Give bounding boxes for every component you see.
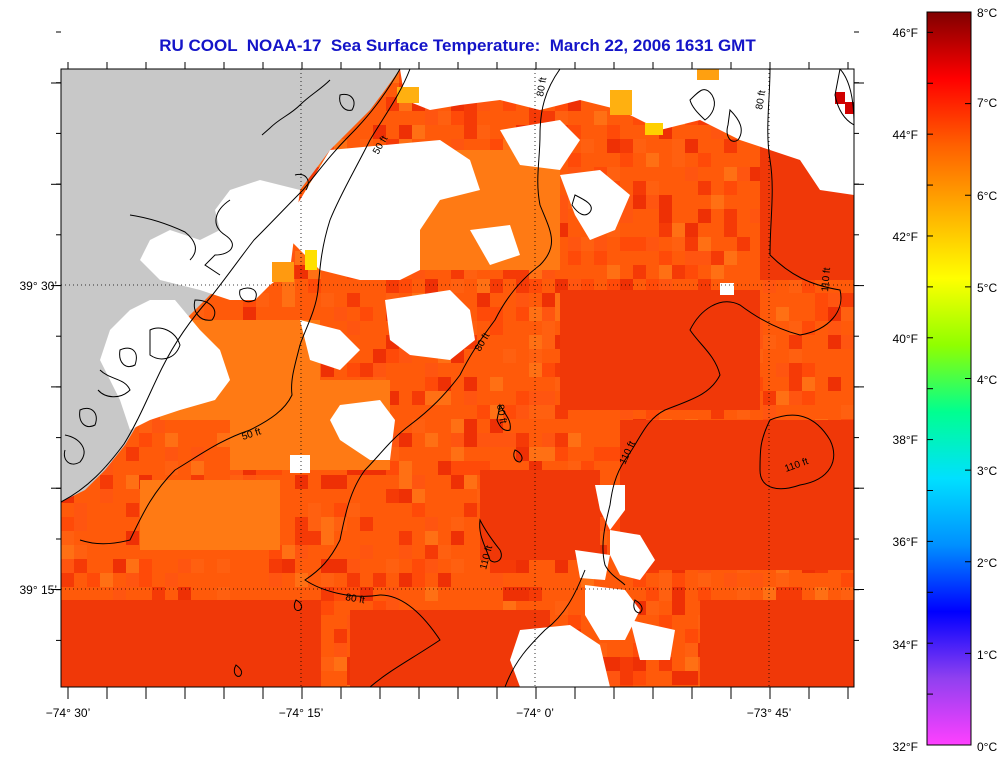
lon-label: −74° 0’ [516,706,554,720]
longitude-labels: −74° 30’ −74° 15’ −74° 0’ −73° 45’ [46,706,792,720]
lat-label: 39° 15’ [20,583,58,597]
contour-label: 110 ft [820,267,833,292]
map-ticks [51,31,864,699]
warm-water-patches [61,130,854,687]
latitude-labels: 39° 30’ 39° 15’ [20,279,58,597]
depth-contours [79,69,854,687]
lon-label: −73° 45’ [747,706,792,720]
contour-label: 80 ft [344,592,365,606]
graticule [61,69,854,687]
contour-label: 80 ft [494,404,508,425]
highlight-pixels [272,69,854,282]
map-title: RU COOL NOAA-17 Sea Surface Temperature:… [159,36,756,55]
contour-label: 80 ft [754,89,768,110]
lon-label: −74° 30’ [46,706,91,720]
coastline [61,69,401,503]
lon-label: −74° 15’ [279,706,324,720]
lat-label: 39° 30’ [20,279,58,293]
contour-label: 80 ft [535,76,549,97]
